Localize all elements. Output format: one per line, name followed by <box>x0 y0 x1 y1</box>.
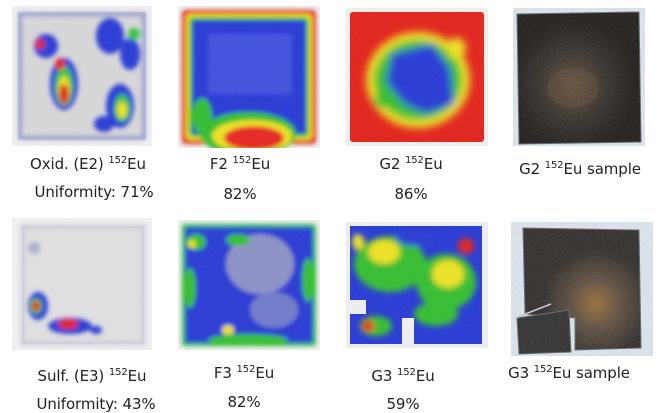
caption-text: G2 <box>519 160 545 178</box>
isotope-symbol: Eu <box>552 364 572 382</box>
isotope-symbol: Eu <box>127 155 146 173</box>
uniformity-value: 86% <box>394 185 428 203</box>
caption-text: G2 <box>379 155 406 173</box>
autoradiograph-oxid-e2 <box>12 6 152 146</box>
autoradiograph-f3 <box>178 220 320 350</box>
caption-text: F3 <box>213 364 237 382</box>
uniformity-value: 59% <box>386 395 420 413</box>
caption-f2-uniformity: 82% <box>223 185 256 203</box>
uniformity-value: Uniformity: 71% <box>34 183 154 201</box>
autoradiograph-f2 <box>178 6 320 148</box>
isotope-mass: 152 <box>544 160 564 171</box>
caption-f3-uniformity: 82% <box>227 393 260 411</box>
sample-photo-g2 <box>513 8 645 146</box>
sample-photo-g3 <box>511 222 653 356</box>
caption-oxid-e2-title: Oxid. (E2) 152Eu <box>30 155 146 173</box>
caption-g2-title: G2 152Eu <box>379 155 442 173</box>
isotope-mass: 152 <box>533 364 553 375</box>
autoradiograph-g2 <box>346 8 488 146</box>
caption-f3-title: F3 152Eu <box>214 364 274 382</box>
isotope-mass: 152 <box>405 155 424 166</box>
isotope-mass: 152 <box>108 155 128 166</box>
isotope-symbol: Eu <box>127 367 147 385</box>
caption-suffix: sample <box>571 364 630 382</box>
caption-f2-title: F2 152Eu <box>210 155 270 173</box>
uniformity-value: Uniformity: 43% <box>36 395 156 413</box>
caption-text: Sulf. (E3) <box>37 367 109 385</box>
autoradiograph-sulf-e3 <box>12 218 152 350</box>
autoradiograph-g3 <box>346 222 488 348</box>
caption-text: G3 <box>508 364 534 382</box>
isotope-symbol: Eu <box>423 155 443 173</box>
uniformity-value: 82% <box>223 185 257 203</box>
caption-sulf-e3-uniformity: Uniformity: 43% <box>36 395 155 413</box>
caption-oxid-e2-uniformity: Uniformity: 71% <box>34 183 153 201</box>
isotope-symbol: Eu <box>251 155 271 173</box>
caption-g3-uniformity: 59% <box>386 395 419 413</box>
caption-text: F2 <box>209 155 233 173</box>
isotope-mass: 152 <box>232 155 252 166</box>
isotope-mass: 152 <box>236 364 256 375</box>
caption-text: Oxid. (E2) <box>30 155 109 173</box>
caption-text: G3 <box>371 367 398 385</box>
caption-sulf-e3-title: Sulf. (E3) 152Eu <box>38 367 147 385</box>
isotope-symbol: Eu <box>255 364 275 382</box>
caption-g2-uniformity: 86% <box>394 185 427 203</box>
isotope-symbol: Eu <box>415 367 435 385</box>
caption-g3-sample: G3 152Eu sample <box>508 364 630 382</box>
uniformity-value: 82% <box>227 393 261 411</box>
isotope-symbol: Eu <box>563 160 583 178</box>
caption-g2-sample: G2 152Eu sample <box>519 160 641 178</box>
caption-g3-title: G3 152Eu <box>371 367 434 385</box>
isotope-mass: 152 <box>108 367 128 378</box>
caption-suffix: sample <box>582 160 641 178</box>
isotope-mass: 152 <box>397 367 416 378</box>
